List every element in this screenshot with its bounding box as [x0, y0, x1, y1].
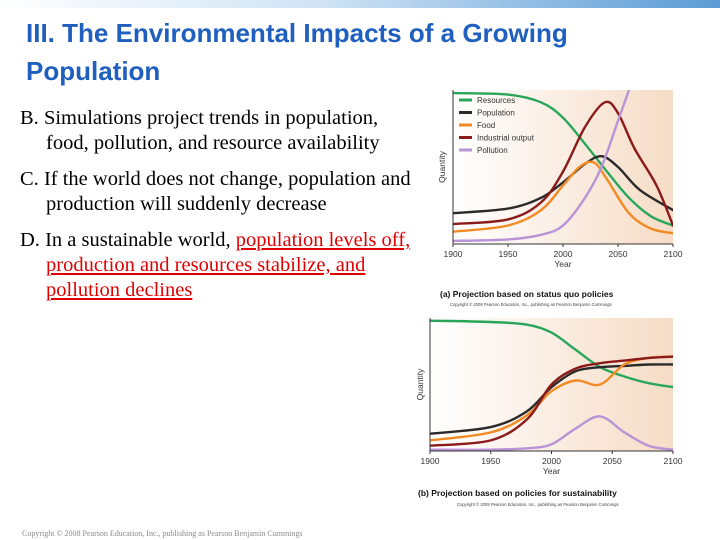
- legend-label: Industrial output: [477, 134, 535, 143]
- legend-label: Resources: [477, 96, 515, 105]
- series-line-pollution: [430, 415, 673, 451]
- x-tick-label: 2100: [664, 249, 683, 259]
- bullet-prefix: D.: [20, 229, 46, 251]
- x-tick-label: 1950: [481, 456, 500, 466]
- bullet-list: B. Simulations project trends in populat…: [20, 106, 415, 314]
- x-tick-label: 2100: [664, 456, 683, 466]
- series-line-food: [453, 160, 673, 235]
- series-line-industrial-output: [453, 100, 673, 227]
- legend: Resources Population Food Industrial output…: [459, 96, 535, 155]
- bullet-text: If the world does not change, population…: [43, 168, 411, 215]
- x-tick-label: 2050: [603, 456, 622, 466]
- bullet-text: In a sustainable world,: [45, 229, 236, 251]
- chart-copyright: Copyright © 2008 Pearson Education, Inc.…: [457, 502, 619, 507]
- y-axis-label: Quantity: [437, 150, 447, 182]
- chart-a: 1900 1950 2000 2050 2100 Year Quantity (a) Proj…: [437, 90, 683, 307]
- bullet-text: Simulations project trends in population…: [43, 107, 380, 154]
- bullet-highlight: population levels off, production and re…: [46, 229, 411, 301]
- bullet-b: B. Simulations project trends in populat…: [20, 106, 415, 156]
- series-group: [453, 90, 673, 243]
- series-line-pollution: [453, 90, 631, 243]
- chart-b: 1900 1950 2000 2050 2100 Year Quantity (b) Proj…: [415, 318, 683, 507]
- legend-label: Food: [477, 121, 495, 130]
- series-line-resources: [453, 91, 673, 227]
- bullet-prefix: C.: [20, 168, 44, 190]
- x-tick-label: 1900: [421, 456, 440, 466]
- chart-copyright: Copyright © 2008 Pearson Education, Inc.…: [450, 302, 612, 307]
- plot-area: [453, 90, 673, 244]
- chart-caption: (a) Projection based on status quo polic…: [440, 289, 614, 299]
- slide-copyright: Copyright © 2008 Pearson Education, Inc.…: [22, 529, 303, 538]
- x-tick-label: 1950: [499, 249, 518, 259]
- series-line-resources: [430, 319, 673, 389]
- bullet-c: C. If the world does not change, populat…: [20, 167, 415, 217]
- legend-label: Population: [477, 109, 515, 118]
- slide-title: III. The Environmental Impacts of a Grow…: [26, 18, 568, 86]
- x-tick-label: 2050: [609, 249, 628, 259]
- bullet-d: D. In a sustainable world, population le…: [20, 228, 415, 303]
- series-line-industrial-output: [430, 355, 673, 447]
- x-axis-label: Year: [543, 466, 560, 476]
- series-line-population: [430, 363, 673, 435]
- y-axis-label: Quantity: [415, 368, 425, 400]
- x-axis-label: Year: [554, 259, 571, 269]
- x-tick-label: 2000: [542, 456, 561, 466]
- x-tick-label: 2000: [554, 249, 573, 259]
- x-tick-label: 1900: [444, 249, 463, 259]
- legend-label: Pollution: [477, 146, 508, 155]
- top-accent-bar: [0, 0, 720, 8]
- bullet-prefix: B.: [20, 107, 44, 129]
- chart-caption: (b) Projection based on policies for sus…: [418, 488, 617, 498]
- series-group: [430, 319, 673, 451]
